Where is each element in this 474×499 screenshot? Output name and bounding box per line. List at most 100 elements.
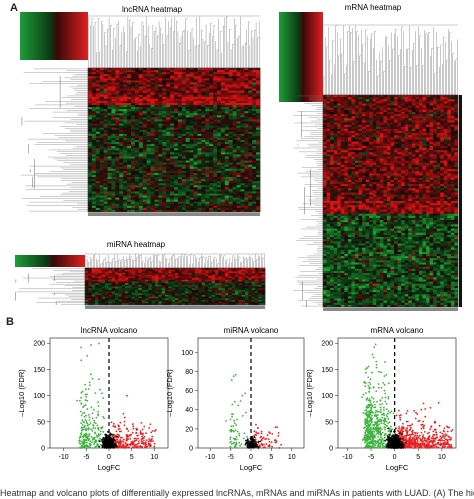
mrna-up-point (401, 428, 404, 431)
mrna-color-key (279, 12, 323, 102)
mrna-down-point (379, 426, 382, 429)
mirna-down-point (232, 430, 235, 433)
mrna-down-point (392, 412, 395, 415)
mirna-up-point (268, 445, 271, 448)
mrna-up-point (413, 409, 416, 412)
mrna-down-point (365, 398, 368, 401)
lncrna-up-point (133, 437, 136, 440)
mrna-up-point (423, 437, 426, 440)
lncrna-up-point (121, 446, 123, 448)
mirna-ns-point (251, 440, 253, 443)
mrna-up-point (405, 429, 407, 432)
mrna-up-point (429, 441, 431, 444)
lncrna-down-point (88, 413, 90, 416)
lncrna-up-point (145, 432, 147, 435)
mirna-up-point (280, 443, 283, 446)
lncrna-down-point (97, 443, 100, 446)
lncrna-up-point (152, 440, 154, 443)
mrna-down-point (383, 383, 386, 386)
lncrna-up-point (126, 436, 129, 438)
mirna-down-point (235, 424, 238, 426)
mirna-down-point (229, 436, 232, 439)
mrna-down-point (368, 411, 371, 414)
mrna-down-point (365, 406, 368, 409)
lncrna-color-key (20, 12, 88, 60)
lncrna-up-point (114, 426, 116, 429)
mrna-up-point (410, 446, 413, 449)
mirna-down-point (235, 438, 238, 441)
lncrna-up-point (137, 437, 140, 440)
lncrna-up-point (131, 443, 134, 446)
mrna-up-point (426, 437, 429, 440)
lncrna-down-point (91, 417, 94, 420)
lncrna-up-point (119, 421, 122, 424)
lncrna-ytick-label: 50 (37, 419, 45, 426)
lncrna-up-point (135, 427, 138, 430)
lncrna-heatmap-cells (87, 67, 261, 216)
mrna-down-point (376, 440, 379, 443)
lncrna-up-point (124, 442, 127, 444)
mrna-down-point (367, 385, 370, 387)
mrna-up-point (424, 408, 427, 410)
mrna-ns-point (395, 437, 397, 440)
mrna-down-point (378, 370, 380, 373)
mrna-down-point (378, 419, 380, 422)
mrna-down-point (367, 441, 370, 444)
lncrna-down-point (88, 416, 91, 419)
mrna-up-point (405, 436, 408, 439)
mrna-up-point (403, 442, 406, 445)
mrna-up-point (409, 424, 412, 427)
mirna-ytick-label: 60 (185, 388, 193, 395)
lncrna-up-point (135, 432, 137, 434)
lncrna-ns-point (111, 446, 113, 449)
mirna-ns-point (253, 444, 255, 447)
lncrna-down-point (97, 414, 100, 417)
lncrna-up-point (125, 443, 128, 446)
mrna-up-point (422, 434, 425, 437)
lncrna-up-point (153, 445, 156, 448)
lncrna-down-point (96, 436, 99, 439)
mrna-up-point (422, 402, 425, 405)
mirna-down-point (240, 443, 243, 446)
lncrna-down-point (85, 395, 88, 398)
mrna-ns-point (397, 446, 400, 448)
mrna-down-point (377, 383, 380, 385)
mrna-down-point (379, 406, 382, 409)
mrna-down-point (380, 371, 382, 374)
mrna-down-point (385, 408, 388, 411)
mrna-volcano-plot: mRNA volcano-10 -5 0 5 10050100150200LogFC–L… (305, 326, 457, 472)
panel-b-label: B (6, 316, 14, 328)
mrna-up-point (443, 444, 446, 446)
mrna-down-point (378, 423, 381, 426)
mrna-down-point (378, 442, 381, 445)
mrna-up-point (418, 419, 421, 422)
mrna-down-point (367, 404, 370, 407)
lncrna-down-point (91, 436, 94, 439)
mrna-down-point (363, 381, 366, 384)
figure-canvas: lncRNA heatmap mRNA heatmap miRNA heatma… (15, 3, 462, 472)
mrna-up-point (447, 443, 450, 446)
lncrna-ns-point (102, 438, 104, 440)
lncrna-x-axis-label: LogFC (98, 463, 121, 472)
lncrna-ytick-label: 100 (33, 393, 45, 400)
lncrna-up-point (141, 428, 144, 431)
mrna-up-point (428, 436, 430, 439)
mirna-up-point (256, 432, 259, 435)
mrna-up-point (399, 418, 402, 421)
lncrna-down-point (88, 434, 91, 436)
mrna-up-point (426, 438, 429, 441)
lncrna-down-point (89, 446, 92, 449)
mrna-down-point (383, 375, 386, 378)
mrna-down-point (373, 346, 376, 349)
lncrna-up-point (142, 437, 145, 439)
lncrna-ns-point (112, 444, 115, 447)
lncrna-down-point (102, 430, 105, 433)
mrna-down-point (372, 356, 375, 359)
mrna-up-point (409, 442, 412, 445)
mrna-up-point (417, 436, 420, 438)
mrna-down-point (361, 439, 364, 441)
mrna-down-point (381, 442, 384, 445)
lncrna-ns-point (110, 433, 113, 436)
mrna-down-point (383, 422, 385, 425)
lncrna-xtick-label: -5 (83, 454, 89, 461)
